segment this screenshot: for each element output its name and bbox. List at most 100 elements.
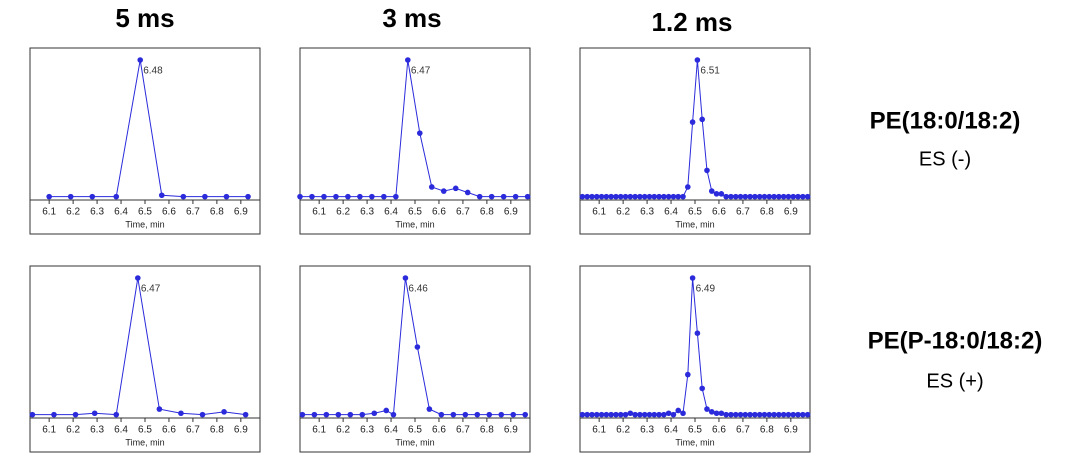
data-point bbox=[598, 193, 605, 200]
data-point bbox=[522, 411, 529, 418]
x-tick-label: 6.9 bbox=[504, 425, 518, 436]
mode-label: ES (-) bbox=[919, 148, 971, 170]
data-point bbox=[383, 407, 390, 414]
data-point bbox=[680, 193, 686, 200]
data-point bbox=[488, 193, 495, 200]
data-point bbox=[675, 407, 682, 414]
data-point bbox=[371, 410, 378, 417]
data-point bbox=[381, 193, 387, 200]
data-point bbox=[737, 411, 744, 418]
data-point bbox=[646, 193, 653, 200]
data-point bbox=[704, 406, 710, 412]
x-tick-label: 6.1 bbox=[42, 425, 56, 436]
data-point bbox=[747, 193, 753, 200]
data-point bbox=[627, 410, 634, 417]
data-point bbox=[297, 193, 303, 200]
panel-frame bbox=[29, 265, 261, 453]
x-tick-label: 6.8 bbox=[480, 207, 494, 218]
data-point bbox=[579, 193, 586, 200]
data-point bbox=[723, 411, 729, 418]
x-tick-label: 6.3 bbox=[360, 425, 374, 436]
mode-label: ES (+) bbox=[926, 370, 983, 392]
data-point bbox=[632, 411, 638, 418]
x-tick-label: 6.3 bbox=[640, 425, 654, 436]
data-point bbox=[202, 193, 208, 200]
x-tick-label: 6.4 bbox=[664, 207, 678, 218]
data-point bbox=[335, 411, 342, 418]
data-point bbox=[670, 411, 677, 418]
column-title: 3 ms bbox=[382, 3, 441, 33]
peak-label: 6.51 bbox=[700, 66, 720, 77]
data-point bbox=[579, 411, 586, 418]
data-point bbox=[689, 275, 696, 281]
data-point bbox=[723, 193, 729, 200]
trace bbox=[302, 277, 526, 416]
data-point bbox=[452, 185, 459, 192]
data-point bbox=[622, 411, 629, 418]
x-tick-label: 6.4 bbox=[384, 207, 398, 218]
data-point bbox=[656, 193, 662, 200]
data-point bbox=[390, 411, 397, 418]
data-point bbox=[790, 411, 797, 418]
data-point bbox=[137, 57, 144, 63]
x-tick-label: 6.5 bbox=[408, 425, 422, 436]
x-tick-label: 6.7 bbox=[736, 425, 750, 436]
data-point bbox=[699, 385, 705, 392]
x-tick-label: 6.6 bbox=[162, 207, 176, 218]
peak-label: 6.48 bbox=[143, 66, 163, 77]
data-point bbox=[357, 193, 363, 200]
data-point bbox=[804, 193, 811, 200]
data-point bbox=[593, 193, 600, 200]
x-axis-label: Time, min bbox=[395, 219, 434, 229]
data-point bbox=[333, 193, 339, 200]
data-point bbox=[476, 193, 483, 200]
data-point bbox=[665, 410, 672, 417]
x-tick-label: 6.8 bbox=[760, 207, 774, 218]
data-point bbox=[766, 411, 773, 418]
data-point bbox=[737, 193, 744, 200]
data-point bbox=[713, 410, 720, 417]
data-point bbox=[245, 193, 251, 200]
data-point bbox=[795, 193, 801, 200]
data-point bbox=[646, 411, 653, 418]
data-point bbox=[113, 411, 120, 418]
x-tick-label: 6.4 bbox=[114, 425, 128, 436]
data-point bbox=[685, 371, 691, 378]
data-point bbox=[113, 193, 120, 200]
data-point bbox=[622, 193, 629, 200]
x-tick-label: 6.3 bbox=[90, 207, 104, 218]
data-point bbox=[369, 193, 375, 200]
x-tick-label: 6.1 bbox=[42, 207, 56, 218]
trace bbox=[300, 59, 528, 198]
x-tick-label: 6.8 bbox=[480, 425, 494, 436]
data-point bbox=[699, 116, 705, 123]
data-point bbox=[426, 406, 433, 412]
data-point bbox=[242, 411, 249, 418]
data-point bbox=[405, 57, 411, 63]
data-point bbox=[742, 411, 749, 418]
x-tick-label: 6.7 bbox=[456, 207, 470, 218]
data-point bbox=[800, 411, 806, 418]
data-point bbox=[804, 411, 811, 418]
data-point bbox=[347, 411, 354, 418]
data-point bbox=[180, 193, 187, 200]
x-tick-label: 6.2 bbox=[616, 207, 630, 218]
data-point bbox=[464, 189, 471, 196]
x-axis-label: Time, min bbox=[675, 437, 714, 447]
data-point bbox=[718, 191, 725, 197]
data-point bbox=[694, 330, 701, 337]
data-point bbox=[440, 188, 447, 194]
data-point bbox=[67, 193, 74, 200]
x-tick-label: 6.5 bbox=[138, 425, 152, 436]
x-tick-label: 6.8 bbox=[210, 207, 224, 218]
data-point bbox=[627, 193, 634, 200]
data-point bbox=[670, 193, 677, 200]
x-tick-label: 6.9 bbox=[784, 425, 798, 436]
trace bbox=[582, 59, 808, 198]
x-tick-label: 6.2 bbox=[616, 425, 630, 436]
data-point bbox=[462, 411, 469, 418]
panel-frame bbox=[29, 47, 261, 235]
data-point bbox=[651, 411, 658, 418]
data-point bbox=[728, 411, 734, 418]
data-point bbox=[800, 193, 806, 200]
